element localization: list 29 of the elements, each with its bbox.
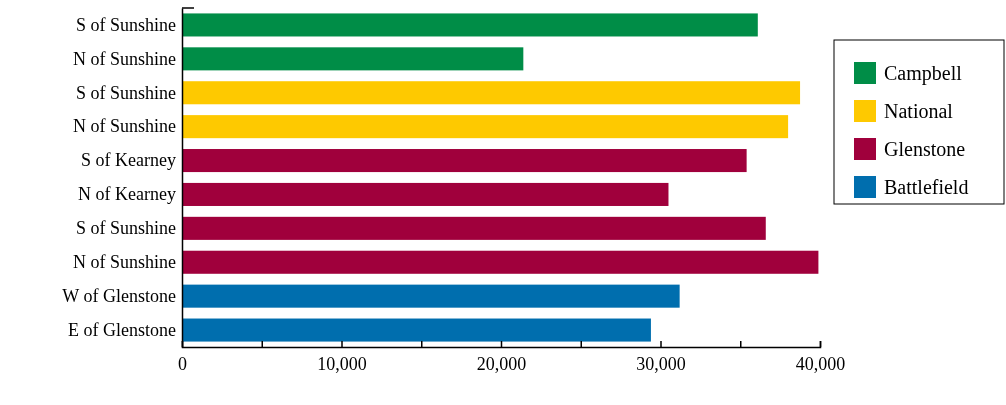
y-tick-label: E of Glenstone: [68, 319, 176, 340]
bar: [182, 284, 680, 308]
bar: [182, 13, 758, 37]
bar: [182, 182, 669, 206]
y-tick-label: W of Glenstone: [62, 285, 176, 306]
bar: [182, 216, 766, 240]
y-tick-label: N of Sunshine: [73, 116, 177, 137]
legend-label: Glenstone: [884, 138, 966, 160]
x-tick-label: 40,000: [795, 353, 846, 374]
y-tick-label: N of Sunshine: [73, 252, 177, 273]
legend-label: Battlefield: [884, 176, 969, 198]
bar: [182, 81, 801, 105]
y-tick-label: S of Sunshine: [75, 14, 177, 35]
bar: [182, 115, 789, 139]
legend-label: Campbell: [884, 62, 963, 85]
y-tick-label: N of Kearney: [78, 184, 176, 205]
bar: [182, 149, 747, 173]
bar: [182, 318, 651, 342]
bar: [182, 250, 819, 274]
x-tick-label: 0: [178, 353, 187, 374]
y-tick-label: S of Sunshine: [75, 82, 177, 103]
y-tick-label: S of Sunshine: [75, 218, 177, 239]
x-tick-label: 10,000: [317, 353, 367, 374]
bar: [182, 47, 524, 71]
legend-label: National: [884, 100, 954, 122]
y-tick-label: S of Kearney: [81, 150, 176, 171]
x-tick-label: 30,000: [636, 353, 686, 374]
x-tick-label: 20,000: [476, 353, 527, 374]
y-tick-label: N of Sunshine: [73, 48, 177, 69]
